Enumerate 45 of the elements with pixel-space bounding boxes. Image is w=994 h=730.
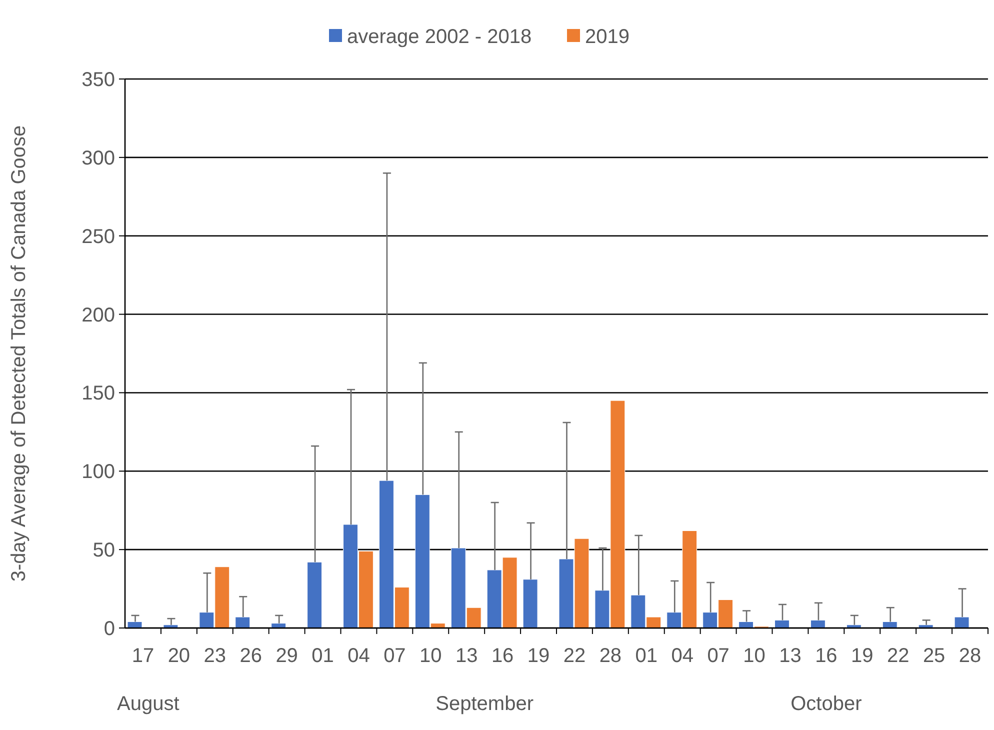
y-tick-label: 350 bbox=[82, 69, 115, 91]
y-tick-label: 100 bbox=[82, 461, 115, 484]
y-tick-label: 50 bbox=[92, 540, 115, 562]
x-tick-label: 07 bbox=[384, 645, 406, 667]
x-tick-label: 25 bbox=[922, 645, 946, 667]
y-tick-label: 250 bbox=[82, 226, 115, 248]
y-tick-label: 0 bbox=[104, 618, 115, 640]
y-tick-label: 300 bbox=[82, 147, 115, 170]
x-tick-label: 22 bbox=[886, 645, 910, 667]
x-tick-label: 17 bbox=[132, 645, 154, 667]
x-tick-label: 01 bbox=[635, 645, 658, 667]
text: August bbox=[117, 693, 180, 715]
bar bbox=[810, 620, 826, 628]
x-tick-label: 16 bbox=[815, 645, 838, 667]
y-axis-title: 3-day Average of Detected Totals of Canada Goose bbox=[8, 125, 30, 582]
x-tick-label: 19 bbox=[851, 645, 874, 667]
legend-label: average 2002 - 2018 bbox=[347, 26, 532, 48]
x-tick-label: 10 bbox=[743, 645, 766, 667]
text: October bbox=[790, 693, 862, 715]
x-tick-label: 16 bbox=[491, 645, 514, 667]
bar bbox=[307, 562, 322, 628]
x-tick-label: 26 bbox=[240, 645, 262, 667]
x-tick-label: 07 bbox=[707, 645, 730, 667]
x-tick-label: 04 bbox=[348, 645, 370, 667]
x-tick-label: 10 bbox=[420, 645, 442, 667]
bar bbox=[127, 621, 142, 628]
x-tick-label: 23 bbox=[204, 645, 226, 667]
bar bbox=[774, 620, 790, 628]
y-tick-label: 200 bbox=[82, 304, 115, 326]
x-tick-label: 29 bbox=[276, 645, 298, 667]
x-tick-label: 13 bbox=[779, 645, 802, 667]
x-tick-label: 28 bbox=[599, 645, 622, 667]
bar bbox=[954, 616, 970, 628]
x-tick-label: 22 bbox=[563, 645, 586, 667]
x-tick-label: 04 bbox=[671, 645, 694, 667]
text: September bbox=[436, 693, 534, 715]
y-tick-label: 150 bbox=[82, 382, 115, 405]
bar bbox=[522, 579, 538, 628]
x-tick-label: 28 bbox=[958, 645, 982, 667]
x-tick-label: 19 bbox=[527, 645, 550, 667]
x-tick-label: 01 bbox=[312, 645, 334, 667]
legend-label: 2019 bbox=[585, 26, 630, 48]
x-tick-label: 13 bbox=[455, 645, 478, 667]
bar bbox=[235, 616, 250, 628]
x-tick-label: 20 bbox=[168, 645, 190, 667]
